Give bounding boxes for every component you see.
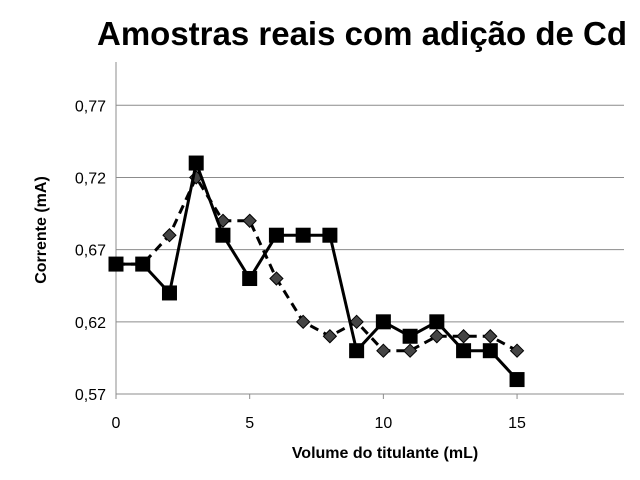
y-tick-label: 0,57	[75, 387, 106, 404]
data-point-diamond	[509, 343, 525, 358]
data-point-diamond	[162, 228, 177, 243]
data-point-square	[322, 227, 338, 243]
data-point-diamond	[349, 314, 364, 330]
data-point-square	[268, 227, 284, 243]
x-axis-label: Volume do titulante (mL)	[292, 445, 478, 462]
data-point-diamond	[402, 343, 418, 358]
data-point-diamond	[215, 213, 231, 228]
y-axis-label: Corrente (mA)	[33, 176, 50, 284]
y-tick-label: 0,67	[75, 243, 106, 260]
series-line	[116, 161, 519, 381]
series-dashed-diamond	[108, 170, 525, 358]
data-point-square	[375, 314, 391, 330]
data-point-diamond	[269, 271, 284, 286]
data-point-square	[349, 343, 365, 359]
data-point-square	[215, 227, 231, 243]
data-point-diamond	[429, 329, 445, 344]
series-solid-square	[108, 155, 525, 388]
data-point-square	[456, 343, 472, 359]
data-point-square	[482, 343, 498, 359]
y-tick-label: 0,77	[75, 98, 106, 115]
data-point-diamond	[456, 329, 471, 344]
grid-lines	[116, 104, 624, 395]
data-point-square	[108, 256, 124, 272]
data-point-diamond	[242, 213, 257, 228]
data-point-diamond	[322, 329, 338, 344]
data-series	[108, 155, 525, 388]
data-point-square	[295, 227, 311, 243]
data-point-square	[242, 271, 258, 287]
axes	[115, 62, 624, 395]
data-point-square	[402, 328, 418, 344]
chart-title: Amostras reais com adição de Cd	[97, 15, 627, 52]
y-tick-label: 0,72	[75, 170, 106, 187]
x-tick-label: 0	[112, 415, 121, 432]
series-line	[116, 176, 518, 353]
x-tick-label: 10	[374, 415, 392, 432]
x-axis-ticks: 0 5 10 15	[112, 394, 526, 432]
data-point-square	[429, 314, 445, 330]
data-point-square	[509, 372, 525, 388]
data-point-diamond	[483, 329, 498, 344]
data-point-square	[161, 285, 177, 301]
data-point-square	[135, 256, 151, 272]
y-tick-label: 0,62	[75, 315, 106, 332]
x-tick-label: 5	[245, 415, 254, 432]
y-axis-ticks: 0,57 0,62 0,67 0,72 0,77	[75, 98, 106, 404]
data-point-diamond	[376, 343, 391, 358]
data-point-diamond	[295, 314, 311, 330]
x-tick-label: 15	[508, 415, 526, 432]
data-point-square	[188, 155, 204, 171]
